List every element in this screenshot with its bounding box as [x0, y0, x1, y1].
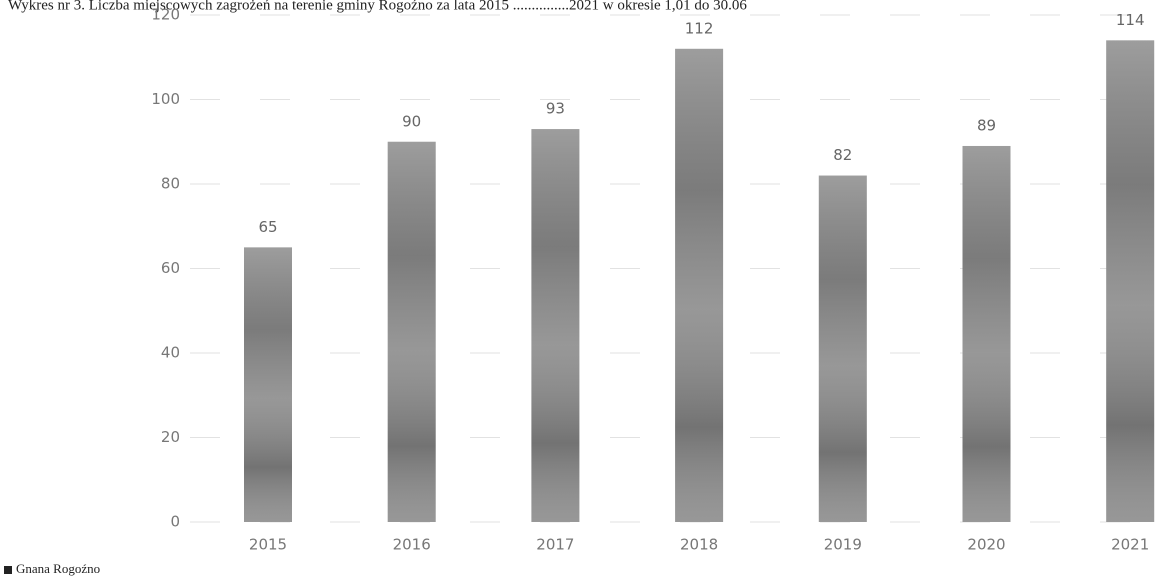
y-tick-label: 120 [151, 6, 180, 24]
bar [675, 48, 724, 523]
value-label: 89 [977, 116, 996, 134]
y-tick-label: 40 [161, 344, 180, 362]
x-tick-label: 2020 [967, 536, 1005, 554]
y-tick-label: 60 [161, 259, 180, 277]
bar [818, 175, 867, 523]
value-label: 90 [402, 112, 421, 130]
bar [962, 145, 1011, 522]
chart-title: Wykres nr 3. Liczba miejscowych zagrożeń… [8, 0, 747, 13]
x-tick-label: 2017 [536, 536, 574, 554]
y-tick-label: 20 [161, 428, 180, 446]
y-tick-label: 80 [161, 175, 180, 193]
x-tick-label: 2018 [680, 536, 718, 554]
x-tick-label: 2019 [824, 536, 862, 554]
value-label: 112 [685, 19, 714, 37]
x-tick-label: 2016 [393, 536, 431, 554]
x-tick-label: 2021 [1111, 536, 1149, 554]
bar [1106, 40, 1155, 522]
legend-swatch [4, 566, 12, 574]
bar [531, 129, 580, 522]
x-tick-label: 2015 [249, 536, 287, 554]
value-label: 82 [833, 146, 852, 164]
legend-label: Gnana Rogoźno [16, 561, 100, 576]
value-label: 114 [1116, 11, 1145, 29]
bar [387, 141, 436, 522]
y-tick-label: 100 [151, 90, 180, 108]
value-label: 65 [258, 218, 277, 236]
value-label: 93 [546, 100, 565, 118]
y-tick-label: 0 [170, 513, 180, 531]
bar [244, 247, 292, 522]
